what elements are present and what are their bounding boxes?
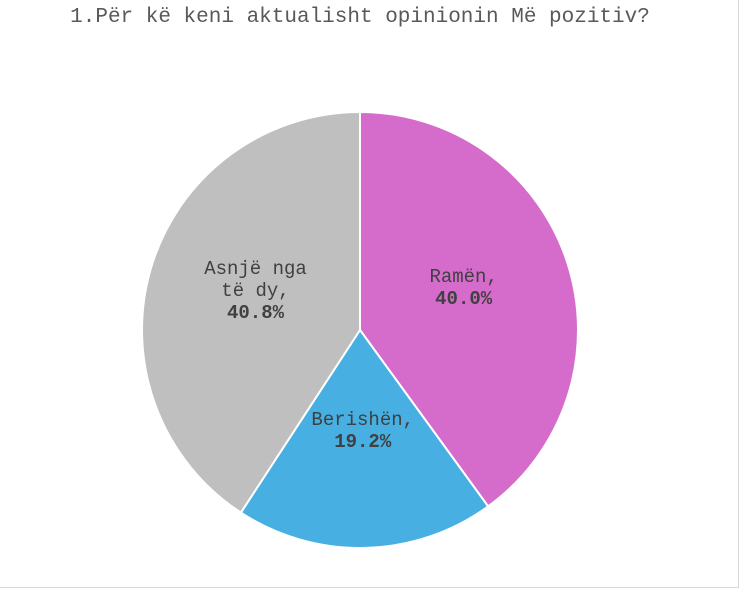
chart-title: 1.Për kë keni aktualisht opinionin Më po… xyxy=(70,6,650,29)
data-label: Ramën, 40.0% xyxy=(389,266,539,310)
pie-slice xyxy=(359,110,579,508)
value-label: 40.8% xyxy=(227,301,285,324)
data-label: Berishën, 19.2% xyxy=(288,409,438,453)
value-label: 40.0% xyxy=(435,288,493,311)
data-label: Asnjë nga të dy, 40.8% xyxy=(191,258,321,324)
pie-slice xyxy=(239,328,490,549)
value-label: 19.2% xyxy=(334,430,392,453)
category-label: Ramën, xyxy=(429,266,498,289)
category-label: Asnjë nga të dy, xyxy=(204,257,307,302)
category-label: Berishën, xyxy=(311,408,415,431)
pie-slice xyxy=(141,110,361,514)
